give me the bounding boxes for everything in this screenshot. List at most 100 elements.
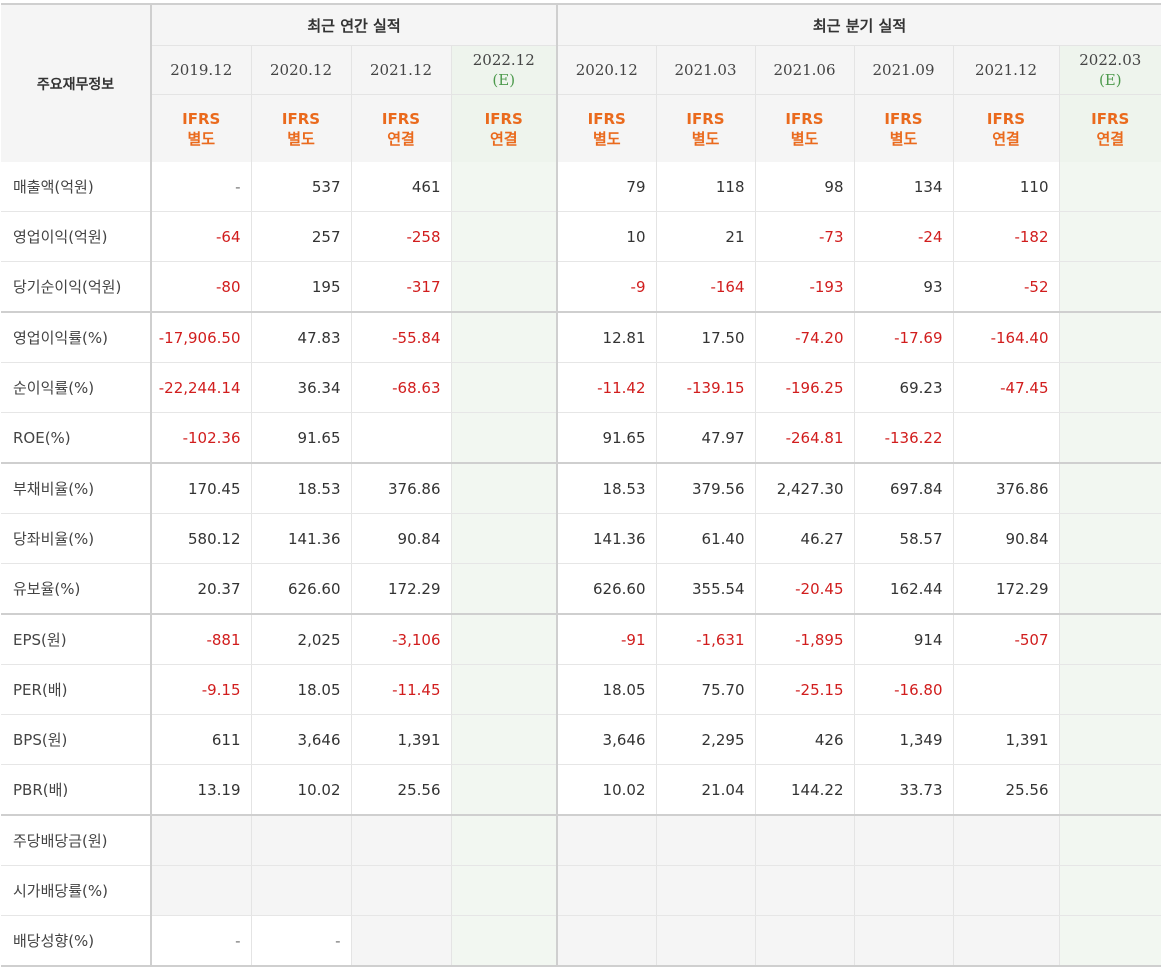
table-row: EPS(원) -881 2,025 -3,106 -91 -1,631 -1,895 914-…: [1, 614, 1162, 665]
row-label-header: 주요재무정보: [1, 4, 152, 162]
table-cell: [1058, 563, 1162, 615]
row-label: EPS(원): [1, 614, 152, 665]
row-label: 주당배당금(원): [1, 815, 152, 866]
period-header: 2021.12: [952, 45, 1059, 95]
table-cell: [1058, 714, 1162, 765]
period-label: 2021.03: [674, 61, 737, 79]
table-cell: 33.73: [853, 764, 953, 816]
table-row: 당기순이익(억원) -80 195 -317 -9 -164 -193 93 -52: [1, 261, 1162, 313]
ifrs-basis-header: IFRS 별도: [250, 94, 351, 162]
period-label: 2021.12: [369, 61, 433, 79]
table-cell: -11.45: [350, 664, 451, 715]
table-cell: [952, 865, 1059, 916]
table-cell: 58.57: [853, 513, 953, 564]
table-cell: [853, 915, 953, 967]
table-cell: -164.40: [952, 312, 1059, 363]
table-cell: [450, 211, 557, 262]
ifrs-basis-label: 별도: [592, 129, 621, 148]
table-row: BPS(원) 611 3,646 1,391 3,646 2,295 426 1,349 1,3…: [1, 714, 1162, 765]
ifrs-basis-label: 별도: [790, 129, 819, 148]
table-cell: 18.05: [556, 664, 656, 715]
table-cell: 355.54: [655, 563, 755, 615]
table-cell: [450, 614, 557, 665]
table-cell: 697.84: [853, 463, 953, 514]
table-cell: -1,895: [754, 614, 854, 665]
table-cell: 69.23: [853, 362, 953, 413]
table-cell: 91.65: [556, 412, 656, 464]
table-cell: 2,427.30: [754, 463, 854, 514]
table-cell: 13.19: [150, 764, 251, 816]
period-header: 2019.12: [150, 45, 251, 95]
table-cell: 2,025: [250, 614, 351, 665]
row-label: 시가배당률(%): [1, 865, 152, 916]
table-cell: [350, 865, 451, 916]
table-cell: 79: [556, 162, 656, 212]
ifrs-basis-header: IFRS 연결: [952, 94, 1059, 162]
row-label: 당좌비율(%): [1, 513, 152, 564]
table-cell: 3,646: [250, 714, 351, 765]
ifrs-basis-label: 별도: [287, 129, 315, 148]
ifrs-basis-label: IFRS: [484, 109, 523, 128]
table-cell: -91: [556, 614, 656, 665]
ifrs-basis-label: IFRS: [686, 109, 725, 128]
table-cell: [1058, 362, 1162, 413]
table-cell: 1,349: [853, 714, 953, 765]
table-cell: [450, 312, 557, 363]
table-cell: [1058, 412, 1162, 464]
quarter-group-title: 최근 분기 실적: [555, 4, 1162, 46]
table-row: PER(배) -9.15 18.05 -11.45 18.05 75.70 -25.15 -1…: [1, 664, 1162, 715]
table-cell: 426: [754, 714, 854, 765]
table-cell: 10: [556, 211, 656, 262]
estimate-mark: (E): [1098, 71, 1122, 89]
table-cell: 172.29: [350, 563, 451, 615]
table-cell: [952, 412, 1059, 464]
table-cell: [556, 915, 656, 967]
table-cell: [1058, 815, 1162, 866]
ifrs-basis-header: IFRS 연결: [350, 94, 451, 162]
ifrs-basis-label: 연결: [992, 129, 1020, 148]
table-cell: -24: [853, 211, 953, 262]
row-label: 순이익률(%): [1, 362, 152, 413]
table-cell: 18.53: [250, 463, 351, 514]
table-cell: -264.81: [754, 412, 854, 464]
table-cell: [450, 463, 557, 514]
table-row: 주당배당금(원): [1, 815, 1162, 866]
table-cell: -68.63: [350, 362, 451, 413]
table-cell: 18.53: [556, 463, 656, 514]
table-cell: [450, 764, 557, 816]
table-cell: -64: [150, 211, 251, 262]
table-cell: 162.44: [853, 563, 953, 615]
table-cell: [350, 915, 451, 967]
row-label: 영업이익률(%): [1, 312, 152, 363]
table-row: 시가배당률(%): [1, 865, 1162, 916]
ifrs-basis-header: IFRS 별도: [556, 94, 656, 162]
table-cell: 626.60: [556, 563, 656, 615]
table-cell: [450, 714, 557, 765]
table-cell: [1058, 915, 1162, 967]
table-cell: [250, 815, 351, 866]
table-cell: 144.22: [754, 764, 854, 816]
table-cell: 611: [150, 714, 251, 765]
table-cell: -25.15: [754, 664, 854, 715]
table-cell: -47.45: [952, 362, 1059, 413]
table-cell: 75.70: [655, 664, 755, 715]
ifrs-basis-label: IFRS: [1091, 109, 1130, 128]
ifrs-basis-label: IFRS: [785, 109, 824, 128]
period-header: 2021.09: [853, 45, 953, 95]
table-cell: -136.22: [853, 412, 953, 464]
table-cell: -164: [655, 261, 755, 313]
table-cell: 10.02: [556, 764, 656, 816]
row-label: 배당성향(%): [1, 915, 152, 967]
table-cell: -: [150, 915, 251, 967]
period-label: 2021.09: [872, 61, 935, 79]
table-cell: -80: [150, 261, 251, 313]
table-cell: -193: [754, 261, 854, 313]
table-cell: [556, 865, 656, 916]
table-cell: 93: [853, 261, 953, 313]
ifrs-basis-header: IFRS 별도: [754, 94, 854, 162]
ifrs-basis-label: 연결: [387, 129, 415, 148]
table-cell: [655, 865, 755, 916]
ifrs-basis-label: IFRS: [281, 109, 321, 128]
table-cell: 18.05: [250, 664, 351, 715]
ifrs-basis-header: IFRS 별도: [853, 94, 953, 162]
